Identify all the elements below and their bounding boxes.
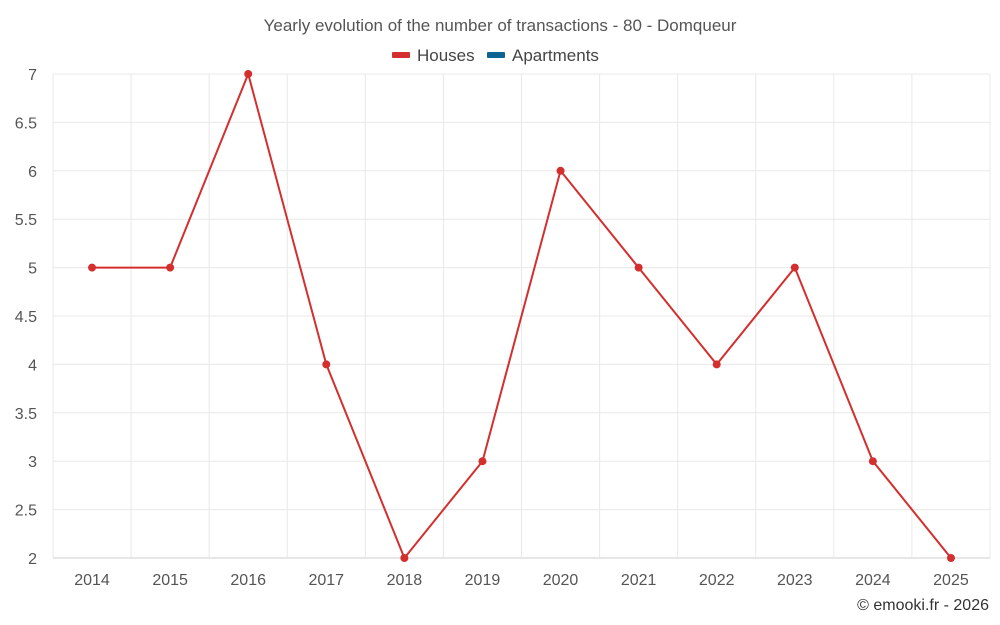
- x-tick-label: 2018: [387, 572, 423, 589]
- data-point-houses-2024[interactable]: [868, 457, 877, 466]
- x-tick-label: 2016: [230, 572, 266, 589]
- x-tick-label: 2021: [621, 572, 657, 589]
- y-tick-label: 2: [28, 551, 37, 568]
- chart-title: Yearly evolution of the number of transa…: [264, 16, 737, 35]
- y-tick-label: 6: [28, 164, 37, 181]
- x-tick-label: 2017: [308, 572, 344, 589]
- credit-text: © emooki.fr - 2026: [857, 597, 989, 614]
- y-tick-label: 2.5: [15, 503, 37, 520]
- x-axis-ticks: 2014 2015 2016 2017 2018 2019 2020 2021 2022 2023…: [74, 572, 969, 589]
- legend-swatch-apartments: [487, 52, 505, 58]
- data-point-houses-2016[interactable]: [244, 70, 253, 78]
- y-axis-ticks: 2 2.5 3 3.5 4 4.5 5 5.5 6 6.5 7: [15, 67, 37, 568]
- x-tick-label: 2023: [777, 572, 813, 589]
- data-point-houses-2017[interactable]: [322, 360, 331, 369]
- y-tick-label: 3.5: [15, 406, 37, 423]
- data-point-houses-2023[interactable]: [790, 263, 799, 272]
- data-point-houses-2021[interactable]: [634, 263, 643, 272]
- x-tick-label: 2022: [699, 572, 735, 589]
- x-tick-label: 2014: [74, 572, 110, 589]
- y-tick-label: 4.5: [15, 309, 37, 326]
- legend: Houses Apartments: [392, 46, 599, 65]
- data-point-houses-2025[interactable]: [946, 554, 955, 562]
- x-tick-label: 2020: [543, 572, 579, 589]
- data-point-houses-2020[interactable]: [556, 166, 565, 175]
- data-point-houses-2014[interactable]: [88, 263, 97, 272]
- legend-swatch-houses: [392, 52, 410, 58]
- legend-item-apartments[interactable]: Apartments: [487, 46, 599, 65]
- y-tick-label: 7: [28, 67, 37, 84]
- x-tick-label: 2015: [152, 572, 188, 589]
- x-tick-label: 2024: [855, 572, 891, 589]
- legend-item-houses[interactable]: Houses: [392, 46, 475, 65]
- legend-label-houses: Houses: [417, 46, 475, 65]
- y-tick-label: 3: [28, 454, 37, 471]
- y-tick-label: 5: [28, 261, 37, 278]
- data-point-houses-2022[interactable]: [712, 360, 721, 369]
- data-point-houses-2018[interactable]: [400, 554, 409, 562]
- series-layer: [88, 70, 955, 562]
- data-point-houses-2019[interactable]: [478, 457, 487, 466]
- data-point-houses-2015[interactable]: [166, 263, 175, 272]
- y-tick-label: 5.5: [15, 212, 37, 229]
- x-tick-label: 2025: [933, 572, 969, 589]
- x-tick-label: 2019: [465, 572, 501, 589]
- y-tick-label: 4: [28, 357, 37, 374]
- series-line-houses: [92, 73, 952, 559]
- y-tick-label: 6.5: [15, 115, 37, 132]
- legend-label-apartments: Apartments: [512, 46, 599, 65]
